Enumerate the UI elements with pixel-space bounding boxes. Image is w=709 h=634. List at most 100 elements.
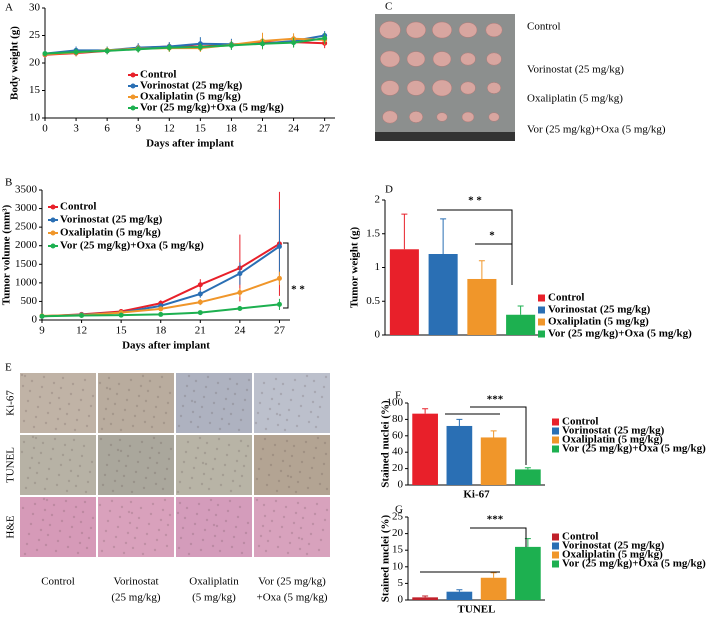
texture [105,463,109,467]
texture [254,421,258,425]
texture [164,533,168,537]
x-tick-label: 27 [319,123,331,135]
texture [296,501,300,505]
texture [83,378,87,382]
texture [216,503,220,507]
x-tick-label: 12 [76,325,87,337]
texture [180,470,184,474]
y-tick-label: 1500 [15,258,38,270]
texture [262,503,266,507]
texture [34,415,38,419]
column-label: Control [41,576,75,588]
texture [316,415,320,419]
texture [217,437,221,441]
texture [63,422,67,426]
texture [294,490,298,494]
y-tick-label: 60 [392,429,404,441]
panel-letter: F [395,390,401,402]
legend-marker [50,243,56,249]
texture [127,510,131,514]
tumor [380,80,400,96]
histology-image [254,497,330,557]
texture [23,552,27,556]
texture [244,531,248,535]
texture [56,417,60,421]
texture [229,412,233,416]
texture [200,405,204,409]
texture [204,385,208,389]
texture [20,450,24,454]
texture [49,457,53,461]
error-bar [440,218,447,254]
texture [183,516,187,520]
bar [412,413,438,485]
texture [134,470,138,474]
texture [200,482,204,486]
texture [213,457,217,461]
texture [166,523,170,527]
legend-label: Oxaliplatin (5 mg/kg) [562,549,663,561]
legend-swatch [538,318,545,326]
panel-letter: A [5,2,13,14]
texture [225,453,229,457]
texture [119,428,123,432]
texture [305,552,309,556]
texture [246,444,250,448]
x-tick-label: 3 [73,123,79,135]
texture [91,394,95,398]
texture [106,519,110,523]
tumor [485,22,503,38]
y-axis-title: Tumor weight (g) [349,227,361,309]
texture [214,391,218,395]
texture [183,394,187,398]
texture [69,469,73,473]
texture [154,482,158,486]
panel-letter: D [385,184,393,196]
texture [143,420,147,424]
texture [152,415,156,419]
point [228,42,234,48]
histology-image [98,435,174,495]
point [104,48,110,54]
histology-image [20,373,96,433]
texture [264,427,268,431]
tumor [409,111,423,123]
texture [322,462,326,466]
texture [26,399,30,403]
texture [188,486,192,490]
y-tick-label: 15 [29,84,41,96]
texture [124,464,128,468]
texture [146,466,150,470]
texture [320,472,324,476]
y-tick-label: 40 [392,446,404,458]
y-axis-title: Stained nuclei (%) [380,514,392,602]
ruler [375,132,515,141]
texture [47,467,51,471]
texture [324,375,328,379]
texture [139,384,143,388]
legend-label: Vorinostat (25 mg/kg) [60,214,163,226]
column-label: Oxaliplatin [189,576,239,588]
texture [62,509,66,513]
texture [53,437,57,441]
texture [84,490,88,494]
significance-bracket [470,406,527,465]
texture [110,499,114,503]
y-tick-label: 1.5 [366,227,380,239]
legend-label: Vor (25 mg/kg)+Oxa (5 mg/kg) [140,102,284,114]
texture [281,382,285,386]
point [79,313,85,319]
tumor [461,111,475,123]
y-tick-label: 1000 [15,276,38,288]
texture [52,503,56,507]
texture [80,531,84,535]
legend-label: Vorinostat (25 mg/kg) [562,425,665,437]
texture [146,389,150,393]
texture [255,477,259,481]
texture [76,551,80,555]
texture [184,450,188,454]
histology-image [20,497,96,557]
texture [133,414,137,418]
histology-image [254,435,330,495]
texture [207,508,211,512]
